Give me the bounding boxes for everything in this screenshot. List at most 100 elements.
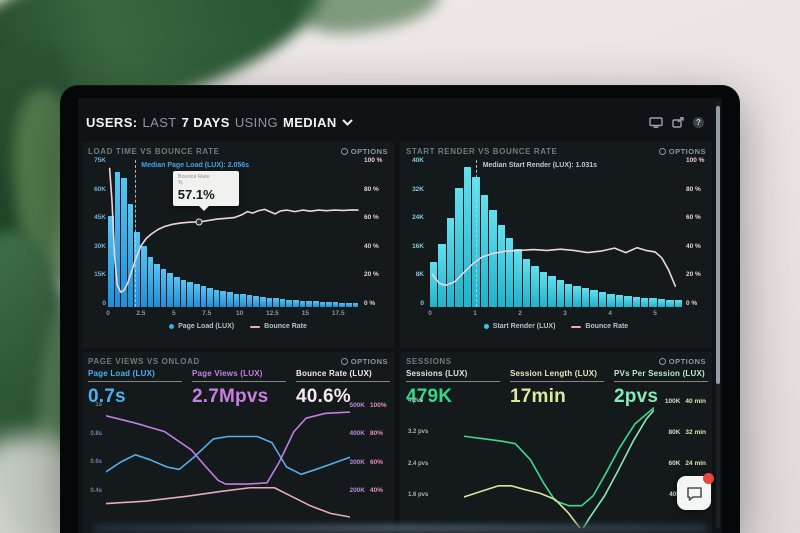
histogram-bar <box>299 300 306 307</box>
axis-tick-label: 80 % <box>364 185 379 193</box>
users-range-selector[interactable]: USERS: LAST 7 DAYS USING MEDIAN <box>86 115 353 130</box>
options-button[interactable]: OPTIONS <box>340 357 388 366</box>
options-button[interactable]: OPTIONS <box>658 357 706 366</box>
histogram-bar <box>167 273 174 307</box>
options-label: OPTIONS <box>668 147 706 156</box>
export-icon[interactable] <box>672 116 684 128</box>
options-button[interactable]: OPTIONS <box>658 147 706 156</box>
histogram-bar <box>147 257 154 307</box>
axis-tick-label: 40 min <box>685 398 706 405</box>
chart-plot[interactable] <box>106 406 350 528</box>
histogram-bar <box>240 294 246 307</box>
metric-session-length[interactable]: Session Length (LUX) 17min <box>510 369 604 408</box>
histogram-bar <box>260 297 266 307</box>
chart-plot[interactable] <box>464 404 654 528</box>
histogram-bar <box>114 171 121 307</box>
options-label: OPTIONS <box>668 357 706 366</box>
histogram-bar <box>108 215 114 307</box>
legend-label: Start Render (LUX) <box>492 323 556 330</box>
notification-badge <box>703 473 714 484</box>
gear-icon <box>658 358 666 365</box>
axis-tick-label: 0 <box>420 299 424 307</box>
histogram-bar <box>174 276 180 307</box>
series-line-page-load-lux- <box>106 437 350 475</box>
histogram-bar <box>598 292 607 307</box>
metric-page-views[interactable]: Page Views (LUX) 2.7Mpvs <box>192 369 286 408</box>
line-series-chart <box>464 404 654 528</box>
axis-tick-label: 3 <box>563 310 567 317</box>
axis-tick-label: 40 % <box>686 242 701 250</box>
metric-label: Session Length (LUX) <box>510 369 598 378</box>
header-toolbar: ? <box>649 116 704 128</box>
metric-page-load[interactable]: Page Load (LUX) 0.7s <box>88 369 182 408</box>
histogram-bar <box>455 187 463 307</box>
metric-label: Page Load (LUX) <box>88 369 156 378</box>
histogram-bar <box>180 279 187 307</box>
chat-widget-button[interactable] <box>677 473 714 510</box>
panel-start-render-vs-bounce-rate: START RENDER VS BOUNCE RATE OPTIONS 40K 3… <box>400 142 712 348</box>
axis-tick-label: 32 min <box>685 429 706 436</box>
legend-item[interactable]: Page Load (LUX) <box>169 323 234 330</box>
chart-plot[interactable]: Bounce Rate % 57.1% Median Page Load (LU… <box>108 158 359 307</box>
histogram-bar <box>548 276 556 307</box>
metric-pvs-per-session[interactable]: PVs Per Session (LUX) 2pvs <box>614 369 708 408</box>
histogram-bar <box>615 294 624 307</box>
axis-tick-label: 80K <box>668 429 681 436</box>
help-icon[interactable]: ? <box>693 116 704 128</box>
axis-tick-label: 500K <box>349 402 365 409</box>
histogram-bar <box>121 177 127 307</box>
panel-title: START RENDER VS BOUNCE RATE <box>406 147 558 156</box>
axis-tick-label: 60 % <box>686 214 701 222</box>
metric-bounce-rate[interactable]: Bounce Rate (LUX) 40.6% <box>296 369 390 408</box>
chart-plot[interactable]: Median Start Render (LUX): 1.031s <box>430 158 683 307</box>
axis-tick-label: 4 pvs <box>408 398 424 404</box>
legend-item[interactable]: Start Render (LUX) <box>483 323 556 330</box>
tooltip-arrow <box>198 205 209 211</box>
histogram-bar <box>207 288 213 307</box>
histogram-bar <box>332 302 339 307</box>
histogram-bar <box>352 303 359 307</box>
scrollbar-thumb[interactable] <box>716 106 720 384</box>
metric-rule <box>510 381 604 382</box>
metric-rule <box>614 381 708 382</box>
x-axis: 0 2.5 5 7.5 10 12.5 15 17.5 <box>106 310 358 319</box>
histogram-bar <box>345 302 352 307</box>
legend-item[interactable]: Bounce Rate <box>250 323 307 330</box>
bar-series <box>430 158 683 307</box>
axis-tick-label: 20 % <box>686 271 701 279</box>
metric-rule <box>192 381 286 382</box>
metric-value: 479K <box>406 386 453 407</box>
series-line-bounce-rate-lux- <box>106 488 350 517</box>
histogram-bar <box>497 225 505 307</box>
axis-tick-label: 3.2 pvs <box>408 429 429 436</box>
legend-item[interactable]: Bounce Rate <box>571 323 628 330</box>
axis-tick-label: 24K <box>412 214 424 222</box>
scrollbar-track <box>716 102 720 528</box>
histogram-bar <box>649 298 657 307</box>
histogram-bar <box>640 297 649 307</box>
histogram-bar <box>312 301 319 307</box>
axis-tick-label: 0 <box>102 299 106 307</box>
histogram-bar <box>293 300 299 307</box>
axis-tick-label: 5 <box>171 310 176 317</box>
panel-load-time-vs-bounce-rate: LOAD TIME VS BOUNCE RATE OPTIONS 75K 60K 4… <box>82 142 394 348</box>
options-button[interactable]: OPTIONS <box>340 147 388 156</box>
hover-point-marker <box>195 218 203 226</box>
range-word-last: LAST <box>142 114 177 130</box>
histogram-bar <box>674 300 683 307</box>
panel-sessions: SESSIONS OPTIONS Sessions (LUX) 479K Ses… <box>400 352 714 533</box>
axis-tick-label: 100 % <box>686 157 705 164</box>
axis-tick-label: 60K <box>668 460 681 467</box>
metric-sessions[interactable]: Sessions (LUX) 479K <box>406 369 500 408</box>
axis-tick-label: 40K <box>412 157 424 164</box>
axis-tick-pair: 80K 32 min <box>654 429 706 436</box>
options-label: OPTIONS <box>350 357 388 366</box>
axis-tick-label: 4 <box>608 310 612 317</box>
axis-tick-label: 1.6 pvs <box>408 491 429 498</box>
display-icon[interactable] <box>649 116 663 128</box>
histogram-bar <box>505 238 514 307</box>
histogram-bar <box>607 293 615 307</box>
histogram-bar <box>539 271 548 307</box>
series-dot-icon <box>483 324 489 329</box>
histogram-bar <box>632 296 640 307</box>
